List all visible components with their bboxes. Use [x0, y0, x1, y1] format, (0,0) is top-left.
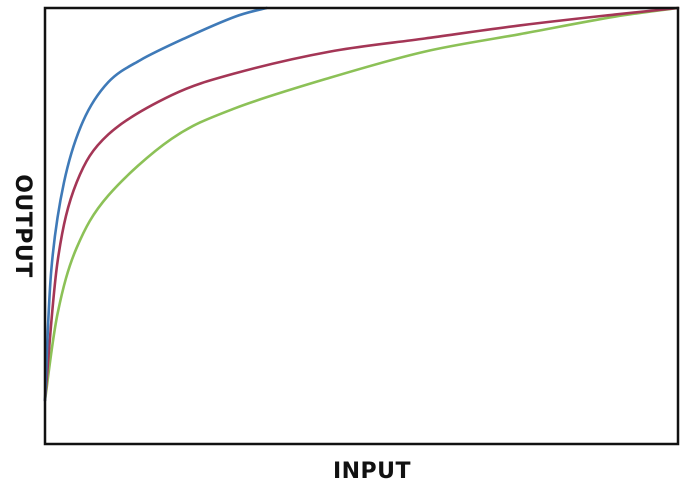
series-line-3	[43, 6, 680, 402]
series-line-1	[43, 6, 268, 402]
x-axis-title: INPUT	[333, 459, 411, 481]
plot-frame	[43, 6, 680, 446]
y-axis-title: OUTPUT	[10, 174, 35, 278]
curves	[43, 6, 680, 402]
series-line-2	[43, 6, 680, 402]
